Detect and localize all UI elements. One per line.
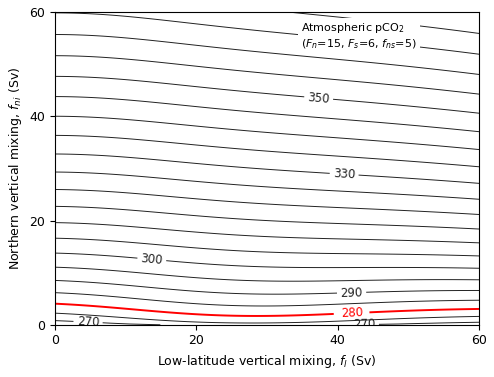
Y-axis label: Northern vertical mixing, $f_{ni}$ (Sv): Northern vertical mixing, $f_{ni}$ (Sv) (7, 67, 24, 270)
Text: 330: 330 (332, 167, 356, 181)
Text: Atmospheric pCO$_2$
($F_n$=15, $F_s$=6, $f_{ns}$=5): Atmospheric pCO$_2$ ($F_n$=15, $F_s$=6, … (301, 21, 417, 51)
Text: 300: 300 (140, 252, 164, 267)
Text: 290: 290 (340, 286, 363, 299)
Text: 270: 270 (77, 315, 99, 329)
X-axis label: Low-latitude vertical mixing, $f_l$ (Sv): Low-latitude vertical mixing, $f_l$ (Sv) (158, 353, 377, 370)
Text: 280: 280 (340, 306, 363, 320)
Text: 350: 350 (307, 90, 330, 106)
Text: 270: 270 (353, 318, 375, 331)
